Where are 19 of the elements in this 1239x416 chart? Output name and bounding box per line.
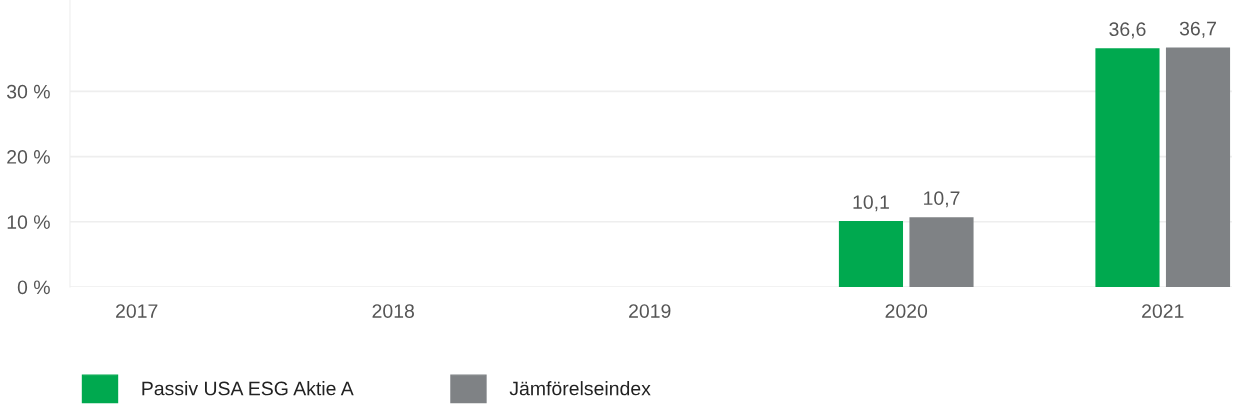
- x-tick-label: 2021: [1142, 304, 1184, 318]
- y-tick-label: 30 %: [6, 84, 50, 99]
- legend-label: Jämförelseindex: [509, 381, 651, 396]
- x-tick-label: 2017: [116, 304, 158, 318]
- x-tick-label: 2020: [885, 304, 928, 318]
- bar: [838, 221, 904, 287]
- data-label: 36,7: [1179, 21, 1216, 38]
- legend-label: Passiv USA ESG Aktie A: [142, 381, 354, 396]
- x-tick-label: 2019: [629, 304, 671, 318]
- bar: [909, 217, 974, 287]
- data-label: 36,6: [1109, 22, 1146, 39]
- y-tick-label: 20 %: [7, 150, 50, 164]
- data-label: 10,7: [924, 191, 960, 208]
- y-tick-label: 0 %: [17, 280, 50, 295]
- y-tick-label: 10 %: [7, 215, 50, 230]
- bar: [1095, 48, 1160, 287]
- data-label: 10,1: [853, 195, 889, 212]
- bar: [1165, 47, 1231, 287]
- x-tick-label: 2018: [372, 304, 414, 318]
